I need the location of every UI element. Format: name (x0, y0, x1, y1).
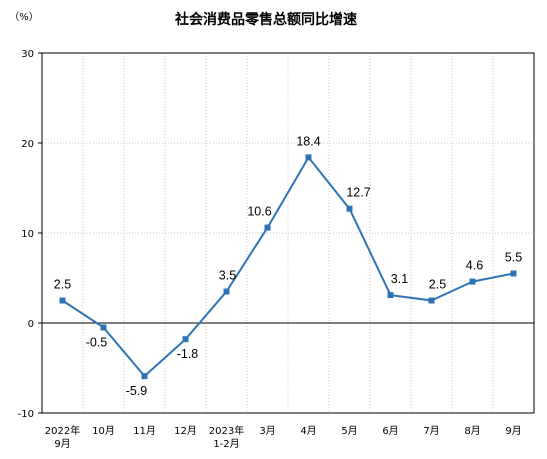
gridlines (42, 53, 534, 413)
data-point-marker (510, 270, 517, 277)
data-label: -5.9 (126, 384, 148, 398)
y-tick-label: 30 (21, 49, 34, 60)
data-label: 5.5 (505, 251, 522, 265)
data-point-marker (305, 154, 312, 161)
x-tick-label: 8月 (464, 425, 480, 437)
x-tick-label: 6月 (382, 425, 398, 437)
y-tick-label: 20 (21, 139, 34, 150)
y-axis-unit: （%） (9, 11, 39, 23)
x-tick-label: 3月 (259, 425, 275, 437)
x-tick-label: 12月 (174, 425, 197, 437)
x-tick-label: 7月 (423, 425, 439, 437)
data-point-marker (346, 205, 353, 212)
data-point-marker (182, 336, 189, 343)
data-point-marker (469, 278, 476, 285)
data-label: 3.5 (219, 269, 236, 283)
y-tick-label: 0 (28, 319, 34, 330)
data-label: -1.8 (177, 347, 199, 361)
data-point-marker (141, 373, 148, 380)
data-point-marker (100, 324, 107, 331)
data-point-marker (428, 297, 435, 304)
series-line-group (59, 154, 517, 380)
data-point-marker (264, 224, 271, 231)
x-tick-label: 4月 (300, 425, 316, 437)
y-tick-label: -10 (18, 409, 34, 420)
x-tick-label: 5月 (341, 425, 357, 437)
data-label: 2.5 (429, 278, 446, 292)
x-tick-label: 2023年 1-2月 (209, 424, 244, 450)
data-label: -0.5 (86, 336, 108, 350)
x-tick-label: 9月 (505, 425, 521, 437)
x-tick-label: 2022年 9月 (45, 424, 80, 450)
x-tick-label: 10月 (92, 425, 115, 437)
data-label: 10.6 (247, 205, 271, 219)
chart-title: 社会消费品零售总额同比增速 (174, 11, 357, 28)
data-label: 2.5 (54, 278, 71, 292)
data-labels: 2.5 -0.5 -5.9 -1.8 3.5 10.6 18.4 12.7 3.1 2.5 4.6 5… (54, 134, 522, 398)
data-label: 4.6 (466, 259, 483, 273)
y-axis: -10 0 10 20 30 (18, 49, 42, 420)
data-point-marker (387, 292, 394, 299)
data-label: 3.1 (391, 272, 408, 286)
data-label: 18.4 (296, 134, 320, 148)
data-label: 12.7 (346, 186, 370, 200)
data-point-marker (59, 297, 66, 304)
series-line (61, 156, 514, 378)
y-tick-label: 10 (21, 229, 34, 240)
x-tick-label: 11月 (133, 425, 156, 437)
data-point-marker (223, 288, 230, 295)
x-axis: 2022年 9月 10月 11月 12月 2023年 1-2月 3月 4月 5月 6月 7月 8月 9月 (45, 424, 522, 450)
